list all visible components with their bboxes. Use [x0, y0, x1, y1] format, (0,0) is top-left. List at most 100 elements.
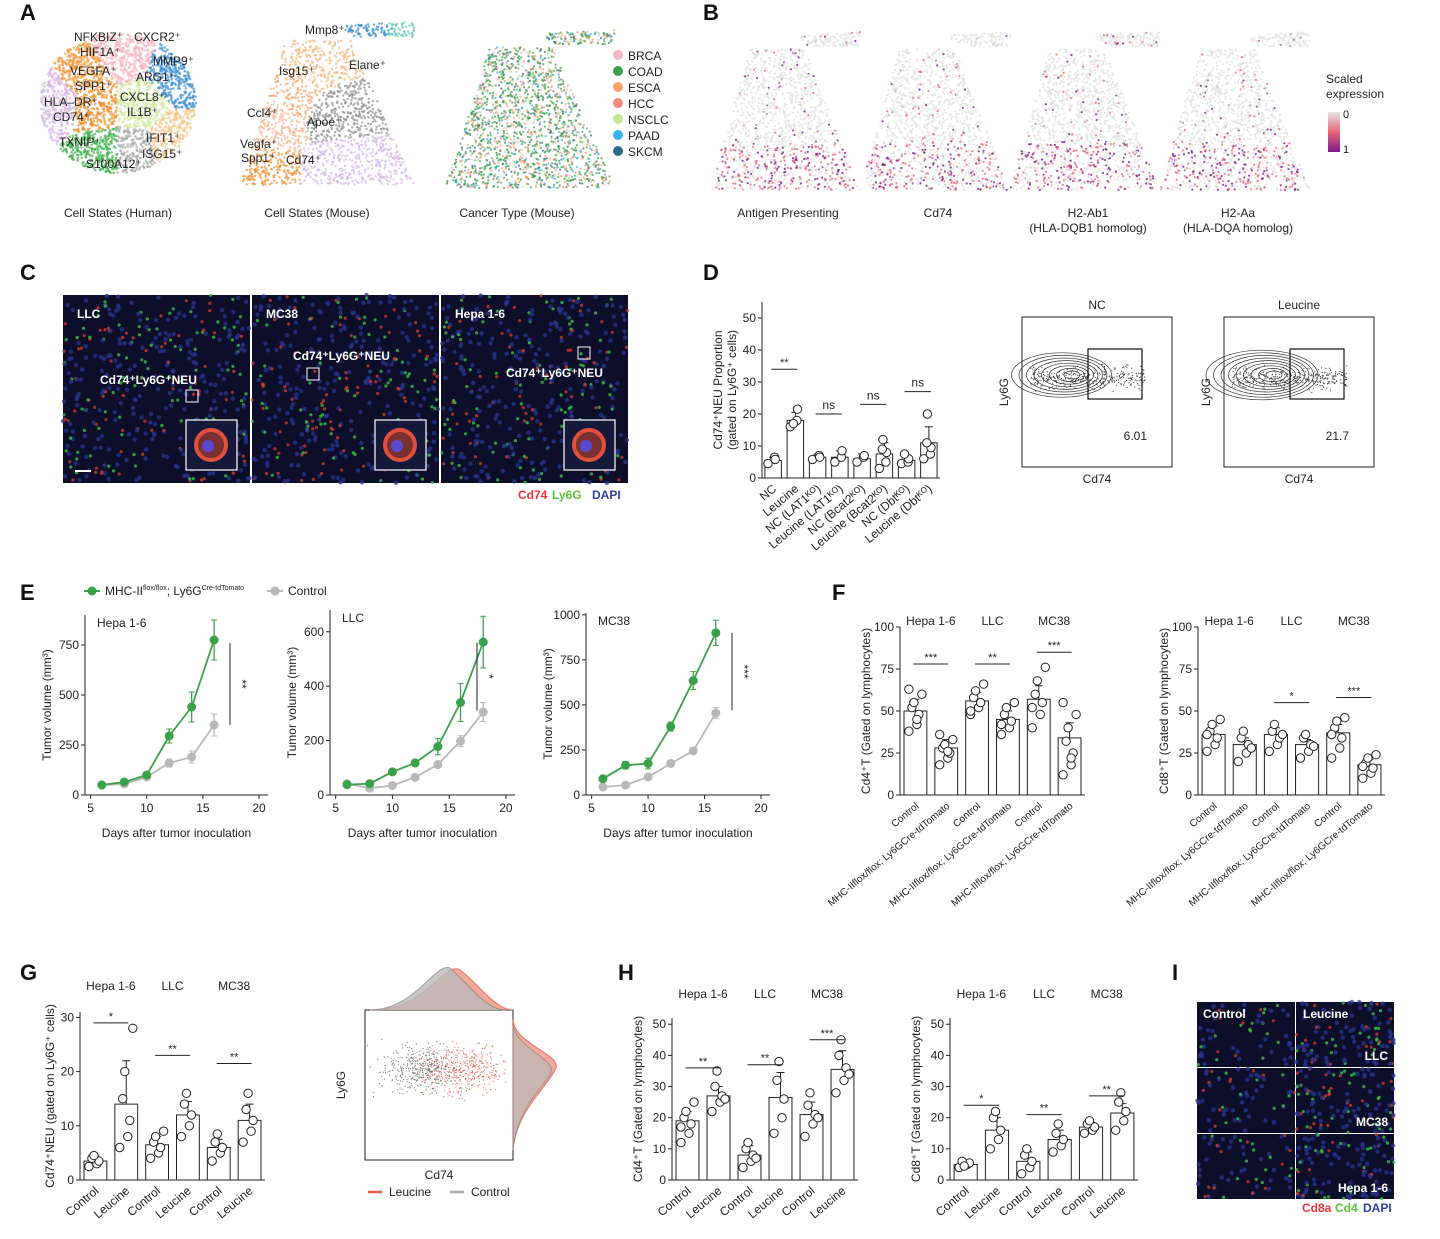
umap-point — [351, 96, 354, 99]
umap-point — [245, 177, 248, 180]
umap-point — [106, 125, 110, 128]
umap-point — [341, 105, 345, 109]
umap-point — [297, 52, 301, 55]
umap-point — [379, 142, 382, 145]
umap-point — [323, 157, 326, 160]
umap-point — [305, 55, 308, 59]
umap-point — [65, 89, 69, 92]
umap-point — [533, 65, 536, 68]
umap-point — [287, 171, 291, 175]
umap-point — [142, 44, 146, 47]
umap-point — [163, 113, 167, 117]
umap-point — [137, 49, 141, 53]
umap-point — [368, 129, 372, 132]
umap-point — [315, 65, 318, 68]
umap-point — [107, 109, 110, 113]
umap-point — [461, 163, 464, 166]
umap-point — [353, 75, 357, 79]
umap-point — [344, 171, 348, 175]
umap-point — [396, 34, 399, 38]
umap-point — [336, 101, 339, 105]
umap-point — [306, 108, 309, 112]
umap-point — [46, 89, 49, 92]
umap-point — [312, 178, 315, 181]
umap-point — [51, 76, 54, 79]
umap-point — [53, 138, 56, 142]
umap-point — [256, 166, 259, 169]
umap-point — [287, 126, 291, 130]
umap-point — [70, 150, 73, 154]
umap-point — [344, 157, 348, 161]
umap-point — [361, 136, 364, 139]
umap-point — [161, 117, 164, 121]
umap-point — [551, 48, 554, 51]
umap-point — [355, 125, 359, 129]
umap-point — [503, 127, 506, 130]
umap-point — [401, 171, 404, 175]
umap-point — [486, 176, 490, 179]
cell-state-label: Cd74⁺ — [286, 153, 321, 167]
umap-point — [524, 146, 527, 149]
umap-point — [49, 132, 52, 135]
umap-point — [351, 78, 354, 81]
umap-point — [146, 162, 149, 166]
umap-point — [55, 142, 59, 146]
umap-point — [349, 82, 353, 85]
umap-point — [248, 165, 252, 168]
umap-point — [164, 84, 167, 88]
umap-point — [304, 138, 308, 142]
umap-point — [357, 87, 360, 91]
umap-point — [61, 149, 65, 153]
umap-point — [192, 114, 196, 117]
umap-point — [302, 147, 306, 150]
umap-point — [367, 25, 371, 28]
umap-point — [515, 70, 518, 73]
umap-point — [566, 40, 569, 44]
umap-point — [303, 46, 307, 49]
umap-point — [280, 129, 283, 132]
umap-point — [350, 126, 354, 129]
umap-point — [169, 120, 172, 124]
umap-point — [180, 77, 183, 81]
umap-point — [276, 80, 280, 83]
umap-point — [116, 126, 120, 129]
umap-point — [395, 156, 399, 159]
umap-point — [493, 115, 496, 118]
umap-point — [575, 134, 578, 137]
umap-point — [297, 146, 300, 149]
umap-point — [343, 55, 347, 59]
umap-point — [180, 137, 183, 140]
umap-point — [242, 175, 245, 178]
umap-point — [348, 94, 351, 98]
umap-point — [42, 116, 45, 120]
umap-point — [362, 103, 366, 106]
umap-point — [366, 107, 369, 110]
umap-point — [160, 113, 164, 116]
umap-point — [304, 142, 308, 146]
umap-point — [313, 78, 317, 82]
umap-point — [107, 102, 111, 105]
umap-point — [360, 101, 364, 105]
umap-point — [365, 30, 369, 33]
umap-point — [308, 102, 311, 105]
umap-point — [129, 81, 132, 84]
umap-point — [320, 80, 323, 83]
umap-point — [310, 100, 313, 103]
umap-point — [309, 46, 312, 49]
umap-point — [367, 139, 370, 142]
umap-point — [160, 47, 163, 51]
umap-point — [297, 171, 301, 174]
umap-point — [478, 136, 481, 139]
umap-point — [287, 94, 290, 97]
umap-point — [346, 149, 349, 152]
umap-point — [497, 175, 500, 178]
umap-point — [290, 55, 293, 58]
umap-point — [542, 68, 545, 71]
umap-point — [295, 91, 299, 95]
umap-point — [41, 89, 45, 93]
umap-point — [330, 148, 333, 151]
umap-point — [72, 59, 76, 63]
umap-point — [365, 153, 368, 156]
umap-point — [174, 83, 178, 87]
umap-point — [341, 50, 344, 54]
